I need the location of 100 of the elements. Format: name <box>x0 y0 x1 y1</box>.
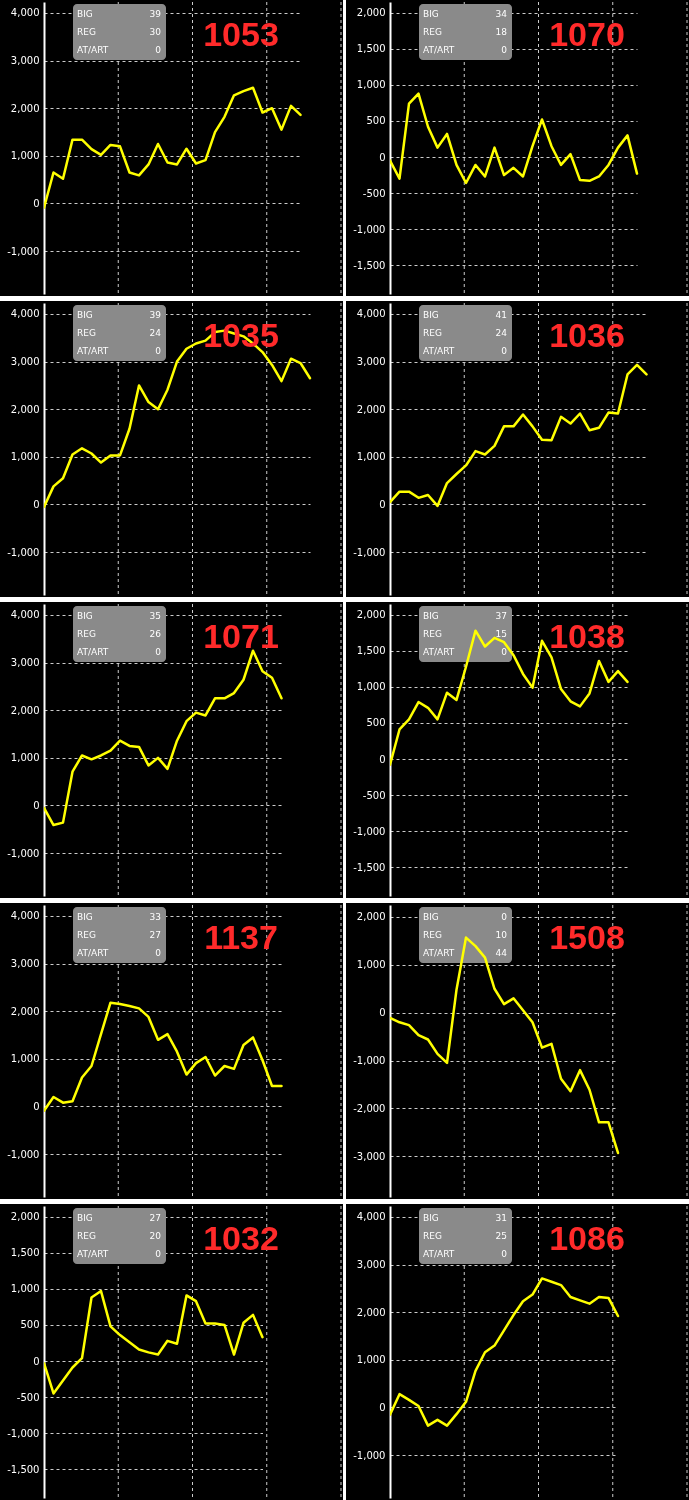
annotation: AT/ART <box>423 45 455 55</box>
y-tick-label: -3,000 <box>353 1150 386 1162</box>
annotation: 24 <box>495 328 508 338</box>
y-tick-label: 0 <box>379 753 386 765</box>
y-tick-label: 2,000 <box>356 1306 386 1318</box>
annotation: 0 <box>501 647 508 657</box>
annotation: 27 <box>149 1213 161 1223</box>
y-tick-label: 1,500 <box>10 1247 40 1259</box>
y-tick-label: -1,000 <box>7 245 40 257</box>
y-tick-label: -1,500 <box>353 861 386 873</box>
annotation: AT/ART <box>77 647 109 657</box>
y-tick-label: 3,000 <box>10 958 40 970</box>
chart-title: 1070 <box>549 15 625 53</box>
annotation: AT/ART <box>423 1249 455 1259</box>
y-tick-label: 0 <box>33 1100 40 1112</box>
annotation: 39 <box>149 310 162 320</box>
y-tick-label: 4,000 <box>356 308 386 320</box>
y-tick-label: 4,000 <box>10 910 40 922</box>
annotation: AT/ART <box>77 948 109 958</box>
y-tick-label: 3,000 <box>10 657 40 669</box>
y-tick-label: 1,000 <box>10 1283 40 1295</box>
y-tick-label: -1,000 <box>353 1449 386 1461</box>
y-tick-label: 2,000 <box>10 403 40 415</box>
annotation: 20 <box>149 1231 162 1241</box>
annotation: 27 <box>149 930 161 940</box>
annotation: REG <box>77 1231 96 1241</box>
annotation: BIG <box>423 912 439 922</box>
y-tick-label: 1,000 <box>10 150 40 162</box>
annotation: AT/ART <box>77 1249 109 1259</box>
line-series <box>44 1289 264 1395</box>
annotation: REG <box>77 27 96 37</box>
annotation: BIG <box>77 611 93 621</box>
annotation: 0 <box>155 346 162 356</box>
y-tick-label: -1,000 <box>7 1427 40 1439</box>
annotation: REG <box>77 629 96 639</box>
y-tick-label: -1,000 <box>7 546 40 558</box>
annotation: 0 <box>501 45 508 55</box>
y-tick-label: 4,000 <box>10 609 40 621</box>
line-series <box>44 86 302 210</box>
y-tick-label: -1,500 <box>353 259 386 271</box>
chart-title: 1038 <box>549 617 625 655</box>
y-tick-label: 2,000 <box>356 609 386 621</box>
y-tick-label: 0 <box>379 1401 386 1413</box>
y-tick-label: 2,000 <box>356 911 386 923</box>
y-tick-label: 0 <box>379 1007 386 1019</box>
y-tick-label: 2,000 <box>356 7 386 19</box>
y-tick-label: -1,000 <box>353 825 386 837</box>
y-tick-label: -1,000 <box>7 1148 40 1160</box>
y-tick-label: 1,000 <box>10 752 40 764</box>
annotation: REG <box>77 328 96 338</box>
annotation: 0 <box>155 647 162 657</box>
line-series <box>390 92 639 185</box>
chart-title: 1137 <box>204 918 278 956</box>
annotation: BIG <box>77 912 93 922</box>
chart-title: 1053 <box>203 15 279 53</box>
y-tick-label: -1,500 <box>7 1463 40 1475</box>
annotation: 15 <box>495 629 507 639</box>
annotation: 26 <box>149 629 162 639</box>
annotation: 37 <box>495 611 507 621</box>
y-tick-label: 0 <box>33 799 40 811</box>
annotation: 10 <box>495 930 508 940</box>
annotation: AT/ART <box>423 647 455 657</box>
y-tick-label: 0 <box>33 197 40 209</box>
chart-title: 1071 <box>203 617 279 655</box>
y-tick-label: 4,000 <box>10 308 40 320</box>
chart-title: 1036 <box>549 316 625 354</box>
chart-title: 1086 <box>549 1219 625 1257</box>
line-series <box>44 1001 283 1113</box>
y-tick-label: 3,000 <box>10 55 40 67</box>
line-series <box>390 1277 620 1427</box>
annotation: BIG <box>77 9 93 19</box>
y-tick-label: 500 <box>20 1319 40 1331</box>
annotation: 33 <box>149 912 161 922</box>
y-tick-label: 2,000 <box>356 403 386 415</box>
annotation: BIG <box>423 611 439 621</box>
annotation: AT/ART <box>423 948 455 958</box>
annotation: REG <box>423 328 442 338</box>
annotation: REG <box>77 930 96 940</box>
annotation: 41 <box>495 310 507 320</box>
annotation: BIG <box>423 1213 439 1223</box>
annotation: AT/ART <box>77 45 109 55</box>
chart-title: 1032 <box>203 1219 279 1257</box>
y-tick-label: -1,000 <box>7 847 40 859</box>
y-tick-label: -1,000 <box>353 223 386 235</box>
y-tick-label: 2,000 <box>10 704 40 716</box>
annotation: 34 <box>495 9 508 19</box>
annotation: 0 <box>501 346 508 356</box>
y-tick-label: 0 <box>33 1355 40 1367</box>
y-tick-label: -500 <box>16 1391 40 1403</box>
y-tick-label: 1,000 <box>356 681 386 693</box>
annotation: 24 <box>149 328 162 338</box>
y-tick-label: 2,000 <box>10 1211 40 1223</box>
y-tick-label: 1,000 <box>10 1053 40 1065</box>
annotation: REG <box>423 930 442 940</box>
y-tick-label: -1,000 <box>353 546 386 558</box>
annotation: 0 <box>501 912 508 922</box>
y-tick-label: 0 <box>33 498 40 510</box>
y-tick-label: 0 <box>379 498 386 510</box>
annotation: 0 <box>155 45 162 55</box>
annotation: REG <box>423 27 442 37</box>
